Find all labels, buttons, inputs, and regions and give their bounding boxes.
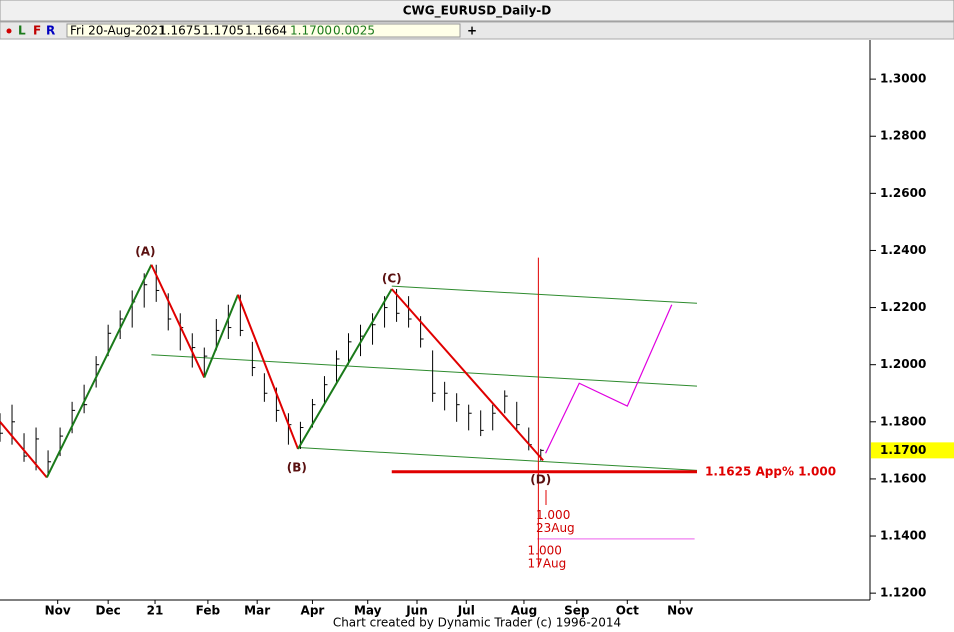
- footer: Chart created by Dynamic Trader (c) 1996…: [333, 616, 621, 630]
- y-tick-label: 1.1600: [880, 471, 926, 485]
- wave-label: (D): [530, 472, 551, 486]
- toolbar-button[interactable]: L: [18, 24, 26, 38]
- add-button[interactable]: +: [467, 24, 477, 38]
- x-tick-label: Nov: [667, 604, 693, 618]
- x-tick-label: Jun: [405, 604, 428, 618]
- y-tick-label: 1.1400: [880, 529, 926, 543]
- wave-label: (C): [382, 272, 402, 286]
- y-tick-label: 1.2600: [880, 186, 926, 200]
- y-tick-label: 1.2000: [880, 357, 926, 371]
- wave-line: [150, 264, 206, 378]
- projection: [545, 304, 673, 454]
- x-tick-label: Apr: [301, 604, 325, 618]
- x-tick-label: Jul: [457, 604, 475, 618]
- y-tick-label: 1.3000: [880, 72, 926, 86]
- wave-line: [0, 421, 48, 479]
- wave-line: [203, 294, 239, 378]
- y-tick-label: 1.1200: [880, 586, 926, 600]
- info-open: 1.1675: [159, 24, 201, 38]
- x-tick-label: Nov: [45, 604, 71, 618]
- info-low: 1.1664: [245, 24, 287, 38]
- info-high: 1.1705: [202, 24, 244, 38]
- x-tick-label: Dec: [96, 604, 121, 618]
- x-tick-label: 21: [147, 604, 164, 618]
- info-close: 1.1700: [290, 24, 332, 38]
- status-dot: [6, 28, 12, 34]
- y-tick-label: 1.2200: [880, 300, 926, 314]
- y-tick-label: 1.2800: [880, 129, 926, 143]
- annotation: 1.000: [536, 508, 570, 522]
- info-change: 0.0025: [333, 24, 375, 38]
- annotation: 17Aug: [528, 556, 567, 570]
- x-tick-label: Feb: [196, 604, 221, 618]
- channel-line: [151, 354, 698, 387]
- wave-label: (B): [287, 461, 307, 475]
- channel-line: [297, 447, 698, 471]
- x-tick-label: Aug: [511, 604, 537, 618]
- x-tick-label: May: [354, 604, 382, 618]
- channel-line: [391, 285, 698, 304]
- current-price-label: 1.1700: [880, 443, 926, 457]
- level-label: 1.1625 App% 1.000: [705, 464, 836, 478]
- wave-line: [237, 294, 299, 450]
- annotation: 1.000: [528, 543, 562, 557]
- x-tick-label: Mar: [244, 604, 270, 618]
- wave-label: (A): [135, 244, 155, 258]
- x-tick-label: Sep: [564, 604, 590, 618]
- info-box: [66, 23, 461, 38]
- current-price-box: [871, 442, 954, 459]
- toolbar-button[interactable]: F: [33, 24, 41, 38]
- y-tick-label: 1.1800: [880, 414, 926, 428]
- info-date: Fri 20-Aug-2021: [70, 24, 166, 38]
- annotation: 23Aug: [536, 521, 575, 535]
- toolbar-button[interactable]: R: [46, 24, 55, 38]
- title-bar: [0, 0, 954, 22]
- wave-line: [391, 288, 544, 462]
- wave-line: [45, 264, 153, 478]
- chart-title: CWG_EURUSD_Daily-D: [403, 4, 552, 19]
- x-tick-label: Oct: [616, 604, 639, 618]
- wave-line: [297, 288, 393, 450]
- y-tick-label: 1.2400: [880, 243, 926, 257]
